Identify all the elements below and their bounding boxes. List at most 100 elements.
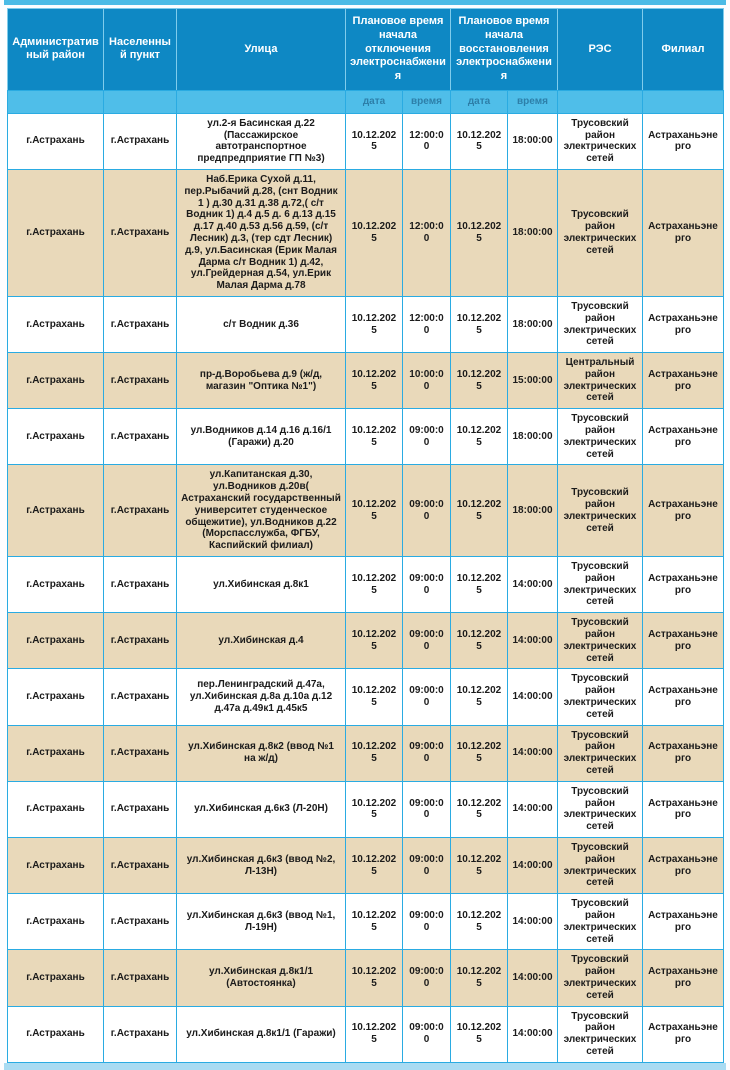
subheader-empty-branch xyxy=(642,89,724,114)
cell-settlement: г.Астрахань xyxy=(103,464,177,558)
cell-off-time: 12:00:00 xyxy=(402,112,451,170)
table-row: г.Астрахань г.Астрахань ул.2-я Басинская д… xyxy=(7,112,724,170)
cell-on-time: 14:00:00 xyxy=(507,949,558,1007)
cell-off-time: 10:00:00 xyxy=(402,352,451,410)
cell-on-time: 15:00:00 xyxy=(507,352,558,410)
cell-on-time: 18:00:00 xyxy=(507,464,558,558)
cell-settlement: г.Астрахань xyxy=(103,1005,177,1063)
cell-res: Трусовский район электрических сетей xyxy=(557,724,643,782)
table-row: г.Астрахань г.Астрахань ул.Хибинская д.6к3… xyxy=(7,893,724,951)
cell-on-time: 18:00:00 xyxy=(507,295,558,354)
header-branch: Филиал xyxy=(642,8,724,91)
cell-off-time: 12:00:00 xyxy=(402,295,451,354)
subheader-on-time: время xyxy=(507,89,558,114)
header-settlement: Населенный пункт xyxy=(103,8,177,91)
cell-branch: Астраханьэнерго xyxy=(642,836,724,895)
cell-res: Трусовский район электрических сетей xyxy=(557,168,643,297)
cell-branch: Астраханьэнерго xyxy=(642,464,724,558)
subheader-empty-street xyxy=(176,89,346,114)
cell-on-date: 10.12.2025 xyxy=(450,612,508,670)
table-row: г.Астрахань г.Астрахань ул.Хибинская д.6к3… xyxy=(7,780,724,838)
cell-street: пер.Ленинградский д.47а, ул.Хибинская д.… xyxy=(176,668,346,726)
cell-off-time: 09:00:00 xyxy=(402,612,451,670)
cell-off-date: 10.12.2025 xyxy=(345,112,403,170)
cell-res: Трусовский район электрических сетей xyxy=(557,1005,643,1063)
cell-settlement: г.Астрахань xyxy=(103,112,177,170)
table-body: г.Астрахань г.Астрахань ул.2-я Басинская д… xyxy=(7,112,724,1063)
subheader-empty-res xyxy=(557,89,643,114)
subheader-off-date: дата xyxy=(345,89,403,114)
cell-on-time: 18:00:00 xyxy=(507,112,558,170)
cell-off-time: 09:00:00 xyxy=(402,464,451,558)
cell-branch: Астраханьэнерго xyxy=(642,168,724,297)
cell-off-time: 09:00:00 xyxy=(402,1005,451,1063)
cell-branch: Астраханьэнерго xyxy=(642,668,724,726)
cell-street: пр-д.Воробьева д.9 (ж/д, магазин "Оптика… xyxy=(176,352,346,410)
cell-res: Трусовский район электрических сетей xyxy=(557,464,643,558)
cell-on-date: 10.12.2025 xyxy=(450,408,508,466)
cell-branch: Астраханьэнерго xyxy=(642,556,724,614)
cell-res: Трусовский район электрических сетей xyxy=(557,556,643,614)
cell-on-date: 10.12.2025 xyxy=(450,836,508,895)
cell-settlement: г.Астрахань xyxy=(103,556,177,614)
cell-on-date: 10.12.2025 xyxy=(450,893,508,951)
cell-on-date: 10.12.2025 xyxy=(450,112,508,170)
cell-district: г.Астрахань xyxy=(7,556,104,614)
cell-res: Трусовский район электрических сетей xyxy=(557,780,643,838)
table-header: Административный район Населенный пункт … xyxy=(7,8,724,114)
cell-branch: Астраханьэнерго xyxy=(642,352,724,410)
cell-off-date: 10.12.2025 xyxy=(345,724,403,782)
cell-off-time: 09:00:00 xyxy=(402,408,451,466)
cell-settlement: г.Астрахань xyxy=(103,893,177,951)
cell-district: г.Астрахань xyxy=(7,836,104,895)
cell-res: Трусовский район электрических сетей xyxy=(557,668,643,726)
cell-branch: Астраханьэнерго xyxy=(642,295,724,354)
cell-street: ул.Хибинская д.6к3 (Л-20Н) xyxy=(176,780,346,838)
cell-off-time: 09:00:00 xyxy=(402,556,451,614)
cell-off-time: 09:00:00 xyxy=(402,780,451,838)
cell-off-time: 09:00:00 xyxy=(402,668,451,726)
subheader-on-date: дата xyxy=(450,89,508,114)
cell-off-date: 10.12.2025 xyxy=(345,1005,403,1063)
cell-res: Трусовский район электрических сетей xyxy=(557,408,643,466)
cell-off-time: 09:00:00 xyxy=(402,836,451,895)
cell-on-date: 10.12.2025 xyxy=(450,464,508,558)
cell-off-date: 10.12.2025 xyxy=(345,612,403,670)
cell-branch: Астраханьэнерго xyxy=(642,893,724,951)
cell-on-time: 14:00:00 xyxy=(507,893,558,951)
cell-on-date: 10.12.2025 xyxy=(450,168,508,297)
cell-settlement: г.Астрахань xyxy=(103,612,177,670)
cell-on-time: 18:00:00 xyxy=(507,168,558,297)
cell-off-date: 10.12.2025 xyxy=(345,893,403,951)
subheader-off-time: время xyxy=(402,89,451,114)
cell-district: г.Астрахань xyxy=(7,352,104,410)
cell-district: г.Астрахань xyxy=(7,668,104,726)
cell-on-date: 10.12.2025 xyxy=(450,668,508,726)
cell-branch: Астраханьэнерго xyxy=(642,724,724,782)
cell-on-date: 10.12.2025 xyxy=(450,556,508,614)
cell-branch: Астраханьэнерго xyxy=(642,1005,724,1063)
cell-off-date: 10.12.2025 xyxy=(345,168,403,297)
cell-off-date: 10.12.2025 xyxy=(345,408,403,466)
cell-settlement: г.Астрахань xyxy=(103,408,177,466)
cell-on-date: 10.12.2025 xyxy=(450,780,508,838)
top-border-strip xyxy=(4,0,726,5)
cell-street: Наб.Ерика Сухой д.11, пер.Рыбачий д.28, … xyxy=(176,168,346,297)
table-row: г.Астрахань г.Астрахань ул.Хибинская д.6к3… xyxy=(7,836,724,895)
cell-off-time: 09:00:00 xyxy=(402,724,451,782)
cell-settlement: г.Астрахань xyxy=(103,668,177,726)
cell-district: г.Астрахань xyxy=(7,464,104,558)
table-row: г.Астрахань г.Астрахань ул.Хибинская д.4 10… xyxy=(7,612,724,670)
cell-off-date: 10.12.2025 xyxy=(345,464,403,558)
cell-res: Трусовский район электрических сетей xyxy=(557,949,643,1007)
cell-settlement: г.Астрахань xyxy=(103,949,177,1007)
cell-branch: Астраханьэнерго xyxy=(642,408,724,466)
cell-res: Центральный район электрических сетей xyxy=(557,352,643,410)
header-row-main: Административный район Населенный пункт … xyxy=(7,8,724,91)
cell-on-time: 14:00:00 xyxy=(507,556,558,614)
cell-street: с/т Водник д.36 xyxy=(176,295,346,354)
cell-district: г.Астрахань xyxy=(7,780,104,838)
subheader-empty-settlement xyxy=(103,89,177,114)
cell-street: ул.Хибинская д.8к1/1 (Гаражи) xyxy=(176,1005,346,1063)
table-row: г.Астрахань г.Астрахань ул.Водников д.14 д… xyxy=(7,408,724,466)
